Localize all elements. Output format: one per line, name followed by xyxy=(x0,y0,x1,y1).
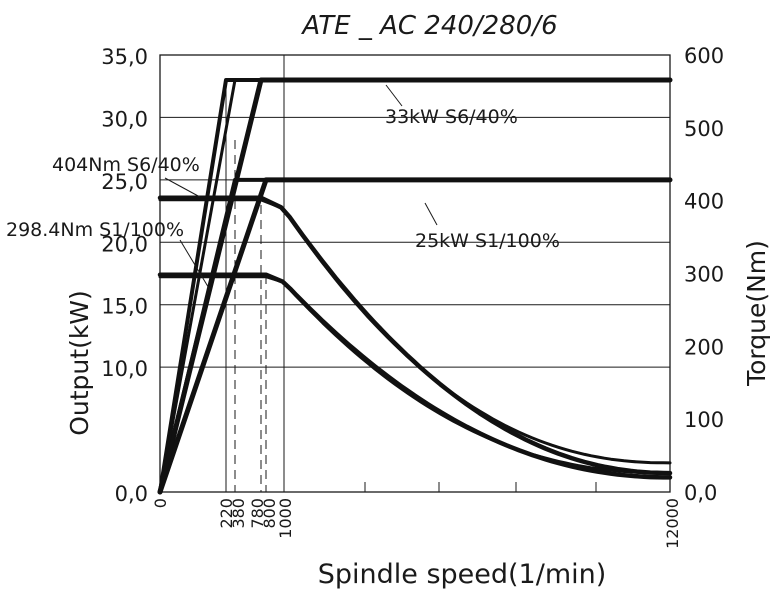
y-right-tick-label-5: 500 xyxy=(684,117,724,141)
x-tick-label-3: 780 xyxy=(248,498,267,529)
power-33kw-ramp-b xyxy=(158,78,237,494)
y-left-tick-label-0: 0,0 xyxy=(115,482,148,506)
y-axis-left-label: Output(kW) xyxy=(65,290,94,436)
annotation-25kw-leader xyxy=(424,202,438,226)
annotation-298nm-leader xyxy=(179,239,211,291)
annotation-298nm-label: 298.4Nm S1/100% xyxy=(6,219,184,241)
x-tick-label-6: 12000 xyxy=(663,498,682,549)
x-tick-label-2: 380 xyxy=(229,498,248,529)
y-left-tick-label-6: 35,0 xyxy=(101,45,148,69)
y-left-tick-label-3: 20,0 xyxy=(101,232,148,256)
x-tick-label-1: 220 xyxy=(217,498,236,529)
y-right-tick-label-6: 600 xyxy=(684,44,724,68)
power-25kw-ramp xyxy=(158,177,672,494)
y-right-tick-label-4: 400 xyxy=(684,190,724,214)
x-tick-label-5: 1000 xyxy=(276,498,295,539)
y-left-tick-label-2: 15,0 xyxy=(101,295,148,319)
y-axis-right-label: Torque(Nm) xyxy=(742,240,771,387)
y-right-tick-label-3: 300 xyxy=(684,263,724,287)
annotation-25kw-label: 25kW S1/100% xyxy=(415,230,560,252)
y-left-tick-label-5: 30,0 xyxy=(101,107,148,131)
series-33kw-s6-40--line xyxy=(157,77,673,495)
x-tick-label-4: 800 xyxy=(260,498,279,529)
y-left-tick-label-1: 10,0 xyxy=(101,357,148,381)
chart-title: ATE _ AC 240/280/6 xyxy=(300,11,557,41)
annotation-33kw-leader xyxy=(385,84,403,107)
power-33kw-ramp-a xyxy=(158,78,672,494)
y-right-tick-label-0: 0,0 xyxy=(684,481,717,505)
y-right-tick-label-2: 200 xyxy=(684,335,724,359)
plot-area: 0,0 10,0 15,0 20,0 25,0 30,0 35,0 0,0 100 200 300 4… xyxy=(6,44,724,549)
y-right-tick-label-1: 100 xyxy=(684,408,724,432)
y-left-tick-label-4: 25,0 xyxy=(101,170,148,194)
annotation-404nm-label: 404Nm S6/40% xyxy=(52,154,200,176)
annotation-404nm-leader xyxy=(164,177,201,198)
annotation-33kw-label: 33kW S6/40% xyxy=(385,106,518,128)
x-tick-label-0: 0 xyxy=(151,498,170,508)
series-25kw-s1-100--line xyxy=(157,177,673,495)
x-axis-label: Spindle speed(1/min) xyxy=(318,559,607,590)
torque-bundle-stroke-0 xyxy=(158,198,672,465)
torque-bundle-stroke-1 xyxy=(158,275,672,475)
